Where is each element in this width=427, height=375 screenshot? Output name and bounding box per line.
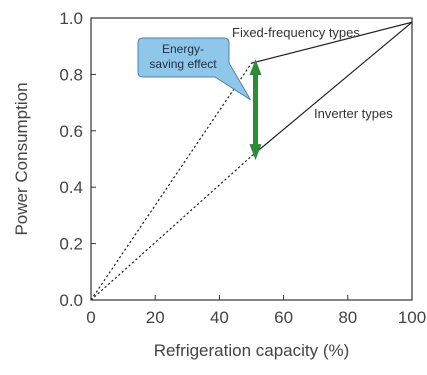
fixed-frequency-dotted-line xyxy=(91,62,252,300)
fixed-frequency-solid-line xyxy=(251,21,412,64)
x-tick-label: 20 xyxy=(146,308,165,327)
tick-labels: 0 20 40 60 80 100 0.0 0.2 0.4 0.6 0.8 1.0 xyxy=(59,9,426,327)
callout-line-1: Energy- xyxy=(162,42,204,56)
inverter-label: Inverter types xyxy=(314,106,393,121)
x-tick-label: 100 xyxy=(398,308,426,327)
y-axis-title: Power Consumption xyxy=(12,82,31,235)
tick-marks xyxy=(90,17,413,301)
y-tick-label: 1.0 xyxy=(59,9,83,28)
y-tick-label: 0.8 xyxy=(59,65,83,84)
x-tick-label: 40 xyxy=(210,308,229,327)
y-tick-label: 0.2 xyxy=(59,235,83,254)
x-tick-label: 0 xyxy=(86,308,95,327)
x-axis-title: Refrigeration capacity (%) xyxy=(154,341,350,360)
y-tick-label: 0.4 xyxy=(59,178,83,197)
inverter-solid-line xyxy=(251,21,412,157)
energy-saving-callout: Energy- saving effect xyxy=(137,37,251,101)
arrow-head-up xyxy=(249,59,262,76)
callout-bubble xyxy=(137,37,251,101)
x-tick-label: 60 xyxy=(274,308,293,327)
y-tick-label: 0.0 xyxy=(59,291,83,310)
arrow-head-down xyxy=(249,144,262,161)
annotation-layer xyxy=(249,59,262,161)
y-tick-label: 0.6 xyxy=(59,122,83,141)
callout-line-2: saving effect xyxy=(149,57,217,71)
plot-frame xyxy=(90,17,413,301)
inverter-dotted-line xyxy=(91,155,252,300)
x-tick-label: 80 xyxy=(338,308,357,327)
fixed-frequency-label: Fixed-frequency types xyxy=(232,25,360,40)
series-layer xyxy=(91,21,412,300)
